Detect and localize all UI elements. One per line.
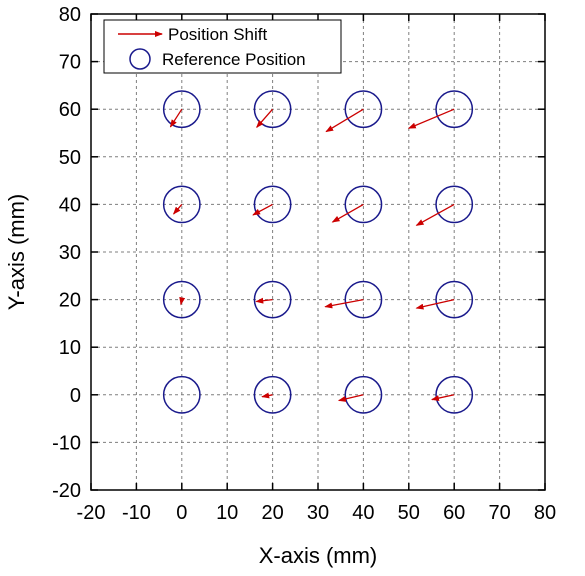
shift-arrow	[324, 298, 364, 309]
reference-circle	[435, 280, 474, 319]
x-tick-label: 0	[176, 502, 187, 524]
legend-reference-swatch	[129, 48, 151, 70]
x-tick-label: 10	[216, 502, 238, 524]
reference-circle	[162, 280, 201, 319]
reference-circle	[435, 375, 474, 414]
shift-arrow	[261, 392, 273, 399]
x-tick-label: -20	[77, 502, 106, 524]
reference-circle	[344, 375, 383, 414]
legend-shift-label: Position Shift	[168, 25, 267, 44]
legend-reference-label: Reference Position	[162, 50, 306, 69]
y-axis-title: Y-axis (mm)	[4, 194, 29, 311]
y-tick-label: 50	[59, 147, 81, 169]
reference-circle	[162, 90, 201, 129]
shift-arrow	[325, 108, 364, 133]
reference-circle	[435, 90, 474, 129]
reference-circle	[253, 280, 292, 319]
x-tick-labels: -20 -10 0 10 20 30 40 50 60 70 80	[77, 502, 557, 524]
reference-circle	[435, 185, 474, 224]
shift-arrow	[415, 298, 455, 310]
y-tick-label: 60	[59, 99, 81, 121]
legend: Position Shift Reference Position	[103, 19, 342, 74]
reference-circle	[162, 185, 201, 224]
y-tick-label: 40	[59, 194, 81, 216]
x-axis-title: X-axis (mm)	[259, 543, 378, 568]
x-tick-label: -10	[122, 502, 151, 524]
shift-arrow	[430, 394, 455, 402]
reference-circle	[162, 375, 201, 414]
x-tick-label: 50	[398, 502, 420, 524]
y-tick-label: -20	[52, 480, 81, 502]
reference-circle	[344, 185, 383, 224]
x-tick-label: 60	[443, 502, 465, 524]
shift-arrow	[252, 203, 273, 216]
y-tick-label: 10	[59, 337, 81, 359]
y-tick-label: 70	[59, 52, 81, 74]
y-tick-labels: -20 -10 0 10 20 30 40 50 60 70 80	[52, 4, 81, 502]
shift-arrow	[337, 394, 364, 402]
shift-arrow	[407, 108, 455, 129]
shift-arrow	[179, 296, 186, 306]
y-tick-label: 20	[59, 290, 81, 312]
y-tick-label: 30	[59, 242, 81, 264]
legend-box	[103, 19, 342, 74]
reference-circle	[344, 90, 383, 129]
reference-circle	[253, 375, 292, 414]
x-tick-label: 30	[307, 502, 329, 524]
y-tick-label: -10	[52, 432, 81, 454]
x-tick-label: 20	[261, 502, 283, 524]
y-tick-label: 0	[70, 385, 81, 407]
reference-circles	[162, 90, 474, 414]
grid-lines	[91, 14, 545, 490]
x-tick-label: 40	[352, 502, 374, 524]
reference-circle	[344, 280, 383, 319]
shift-arrow	[415, 203, 455, 226]
axis-ticks	[90, 13, 546, 491]
shift-arrows	[169, 108, 455, 402]
x-tick-label: 70	[488, 502, 510, 524]
shift-arrow	[172, 203, 183, 215]
shift-arrow	[169, 108, 183, 128]
reference-circle	[253, 185, 292, 224]
reference-circle	[253, 90, 292, 129]
x-tick-label: 80	[534, 502, 556, 524]
shift-arrow	[255, 297, 273, 304]
shift-arrow	[256, 108, 274, 129]
y-tick-label: 80	[59, 4, 81, 26]
shift-arrow	[331, 203, 364, 223]
